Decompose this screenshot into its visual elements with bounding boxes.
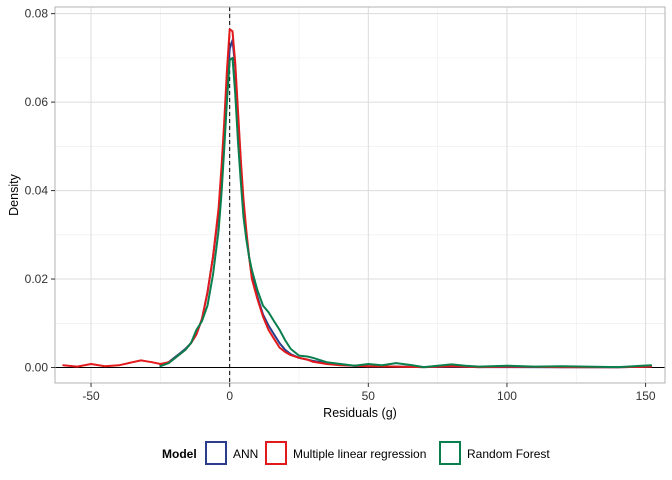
legend-key-2 xyxy=(439,441,461,465)
series-line-2 xyxy=(159,56,653,369)
legend-label-0: ANN xyxy=(233,447,258,461)
x-tick-label: 150 xyxy=(636,389,656,403)
legend-label-1: Multiple linear regression xyxy=(293,447,426,461)
y-axis-title: Density xyxy=(7,173,21,215)
x-tick-label: 50 xyxy=(362,389,376,403)
y-tick-label: 0.08 xyxy=(25,7,49,21)
major-gridlines xyxy=(55,7,665,383)
legend-label-2: Random Forest xyxy=(467,447,550,461)
series-line-1 xyxy=(62,28,653,369)
plot-panel-border xyxy=(54,6,666,384)
x-axis-title: Residuals (g) xyxy=(323,406,397,420)
density-curves xyxy=(62,28,653,369)
reference-lines xyxy=(55,7,665,383)
y-tick-label: 0.02 xyxy=(25,272,49,286)
y-tick-label: 0.04 xyxy=(25,184,49,198)
x-tick-label: 100 xyxy=(497,389,517,403)
legend-title: Model xyxy=(162,447,197,461)
legend: Model ANN Multiple linear regression Rando… xyxy=(162,441,550,465)
y-tick-label: 0.00 xyxy=(25,361,49,375)
x-tick-label: -50 xyxy=(82,389,100,403)
y-tick-label: 0.06 xyxy=(25,95,49,109)
minor-gridlines xyxy=(55,7,665,383)
legend-key-0 xyxy=(205,441,227,465)
x-axis-ticks: -50 0 50 100 150 xyxy=(82,383,656,403)
legend-key-1 xyxy=(265,441,287,465)
y-axis-ticks: 0.00 0.02 0.04 0.06 0.08 xyxy=(25,7,55,375)
x-tick-label: 0 xyxy=(226,389,233,403)
